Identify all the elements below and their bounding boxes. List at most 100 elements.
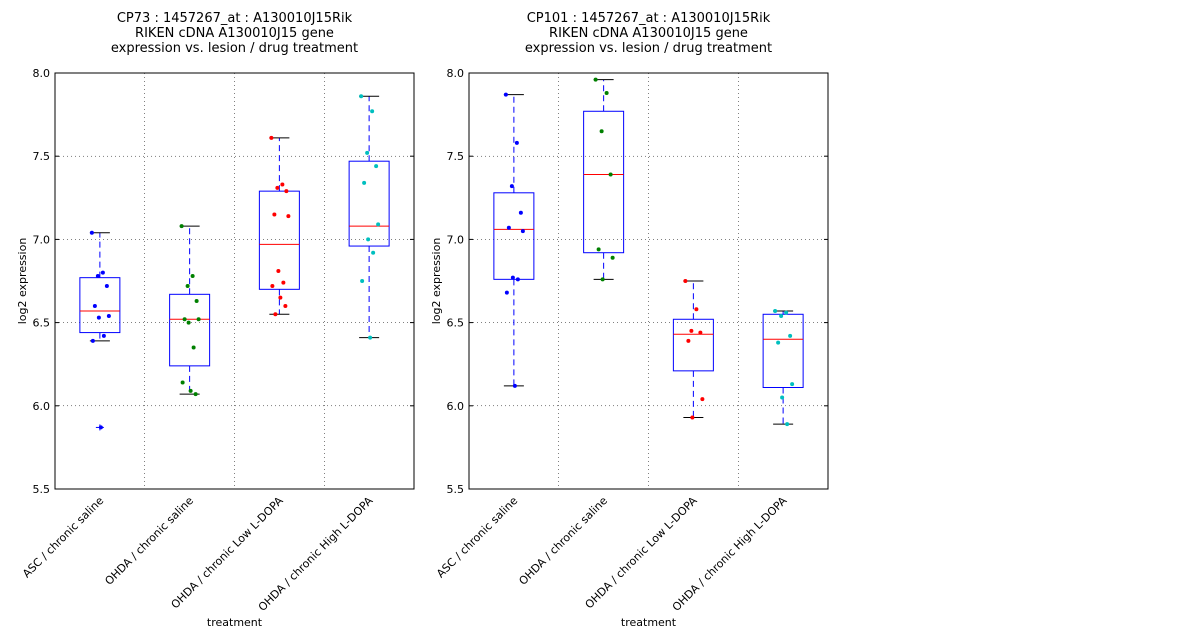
data-point [191, 345, 196, 350]
y-tick-label: 6.5 [447, 317, 465, 330]
data-point [371, 250, 376, 255]
data-point [286, 214, 291, 219]
data-point [90, 338, 95, 343]
data-point [283, 303, 288, 308]
grid [55, 72, 414, 490]
data-point [104, 283, 109, 288]
chart-title-line: CP73 : 1457267_at : A130010J15Rik [117, 11, 353, 26]
data-point [196, 317, 201, 322]
data-point [186, 320, 191, 325]
data-point [190, 274, 195, 279]
box-iqr [258, 190, 300, 290]
axes-frame [468, 72, 829, 490]
data-point [518, 210, 523, 215]
data-point [512, 383, 517, 388]
data-point [370, 109, 375, 114]
data-point [281, 280, 286, 285]
data-point [600, 277, 605, 282]
data-point [608, 172, 613, 177]
data-point [514, 140, 519, 145]
data-point [776, 340, 781, 345]
data-point [96, 315, 101, 320]
y-axis-label: log2 expression [430, 238, 443, 325]
y-tick-label: 5.5 [33, 483, 51, 496]
box-iqr [583, 110, 625, 254]
data-point [788, 333, 793, 338]
data-point [273, 312, 278, 317]
data-point [365, 150, 370, 155]
data-point [179, 224, 184, 229]
chart-title-line: RIKEN cDNA A130010J15 gene [549, 26, 748, 41]
data-point [504, 290, 509, 295]
chart-title-line: expression vs. lesion / drug treatment [525, 41, 772, 56]
data-point [359, 94, 364, 99]
data-point [773, 308, 778, 313]
box-group-2 [169, 224, 211, 397]
x-category-label: OHDA / chronic saline [516, 494, 610, 588]
data-point [780, 395, 785, 400]
y-tick-label: 6.5 [33, 317, 51, 330]
data-point [604, 90, 609, 95]
data-point [280, 182, 285, 187]
box-group-1 [79, 230, 121, 431]
data-point [193, 392, 198, 397]
y-tick-label: 8.0 [447, 67, 465, 80]
data-point [284, 189, 289, 194]
x-category-label: ASC / chronic saline [20, 494, 106, 580]
chart-title-line: RIKEN cDNA A130010J15 gene [135, 26, 334, 41]
data-point [503, 92, 508, 97]
data-point [188, 388, 193, 393]
data-point [270, 283, 275, 288]
y-tick-label: 7.0 [33, 233, 51, 246]
x-category-label: OHDA / chronic saline [102, 494, 196, 588]
data-point [698, 330, 703, 335]
y-tick-label: 8.0 [33, 67, 51, 80]
box-iqr [762, 313, 804, 388]
data-point [182, 317, 187, 322]
y-tick-label: 6.0 [447, 400, 465, 413]
data-point [368, 335, 373, 340]
data-point [610, 255, 615, 260]
y-axis-label: log2 expression [16, 238, 29, 325]
data-point [272, 212, 277, 217]
data-point [275, 185, 280, 190]
data-point [89, 230, 94, 235]
data-point [92, 303, 97, 308]
data-point [98, 425, 103, 430]
data-point [700, 397, 705, 402]
y-tick-label: 7.0 [447, 233, 465, 246]
data-point [785, 422, 790, 427]
data-point [599, 129, 604, 134]
data-point [784, 310, 789, 315]
box-group-4 [762, 308, 804, 427]
data-point [596, 247, 601, 252]
data-point [366, 237, 371, 242]
data-point [374, 164, 379, 169]
data-point [100, 270, 105, 275]
box-iqr [672, 318, 714, 372]
data-point [278, 295, 283, 300]
y-tick-label: 7.5 [33, 150, 51, 163]
data-point [686, 338, 691, 343]
y-tick-label: 5.5 [447, 483, 465, 496]
data-point [180, 380, 185, 385]
box-group-3 [672, 279, 714, 420]
data-point [683, 279, 688, 283]
grid [469, 72, 828, 490]
y-tick-label: 6.0 [33, 400, 51, 413]
data-point [194, 298, 199, 303]
data-point [360, 279, 365, 283]
data-point [694, 307, 699, 312]
data-point [185, 283, 190, 288]
box-iqr [169, 293, 211, 367]
chart-title-line: CP101 : 1457267_at : A130010J15Rik [527, 11, 771, 26]
axes-frame [54, 72, 415, 490]
data-point [689, 328, 694, 333]
chart-title-line: expression vs. lesion / drug treatment [111, 41, 358, 56]
data-point [520, 229, 525, 234]
data-point [510, 275, 515, 280]
x-axis-label: treatment [207, 616, 263, 629]
data-point [276, 269, 281, 274]
box-group-4 [348, 94, 390, 340]
